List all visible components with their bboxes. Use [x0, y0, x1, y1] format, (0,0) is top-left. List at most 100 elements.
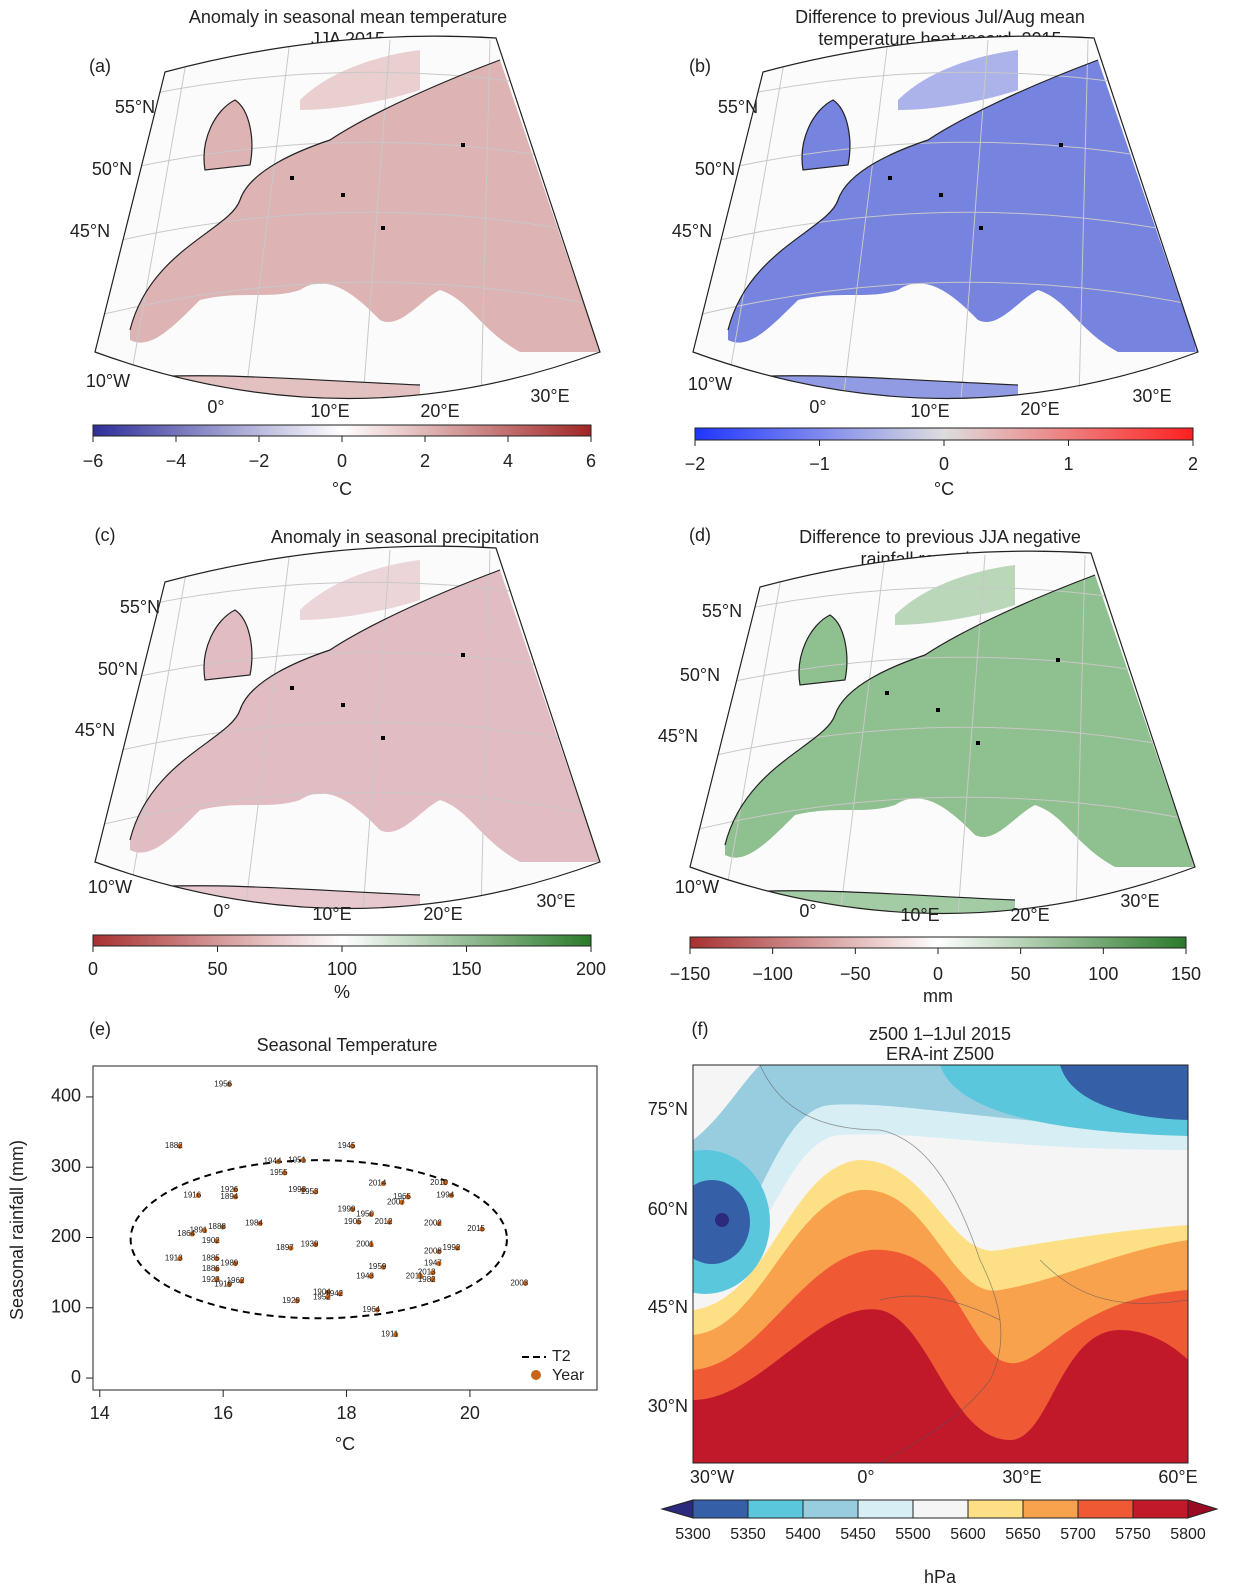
meridian [954, 554, 986, 914]
legend-swatch [531, 1370, 541, 1380]
lat-label: 55°N [120, 597, 160, 617]
land-area [130, 570, 600, 862]
map-frame [94, 545, 601, 910]
station [461, 143, 465, 147]
x-tick-label: 16 [213, 1403, 233, 1423]
colorbar-extend [660, 1499, 694, 1519]
point [436, 1220, 442, 1227]
point [232, 1194, 238, 1200]
meridian [837, 39, 889, 399]
point [337, 1291, 343, 1297]
colorbar-tick-label: −2 [249, 451, 270, 471]
point-label: 2015 [467, 1224, 485, 1233]
lon-label: 30°E [1002, 1467, 1041, 1487]
meridian [834, 554, 886, 914]
point-label: 2011 [406, 1271, 424, 1280]
station [290, 686, 294, 690]
lat-label: 60°N [648, 1199, 688, 1219]
colorbar-label: hPa [924, 1567, 957, 1587]
point [393, 1331, 399, 1338]
y-axis-label: Seasonal rainfall (mm) [7, 1140, 27, 1320]
colorbar-tick-label: 5800 [1170, 1526, 1206, 1543]
point-label: 1959 [368, 1262, 386, 1271]
point [214, 1255, 220, 1262]
colorbar-tick-label: −150 [670, 964, 711, 984]
point-label: 1894 [220, 1192, 238, 1201]
point [522, 1280, 528, 1286]
chart-title: Anomaly in seasonal precipitation [271, 527, 539, 547]
lon-label: 10°E [310, 401, 349, 421]
map [94, 35, 601, 400]
lon-label: 60°E [1158, 1467, 1197, 1487]
point [349, 1143, 356, 1149]
panel-label: (e) [89, 1019, 111, 1039]
colorbar-tick-label: −100 [752, 964, 793, 984]
point-label: 1965 [393, 1192, 411, 1201]
colorbar-label: °C [332, 479, 352, 499]
lat-label: 45°N [672, 221, 712, 241]
x-axis-label: °C [335, 1434, 355, 1454]
point-label: 1989 [220, 1259, 238, 1268]
land-scandinavia [898, 50, 1018, 110]
point-label: 1951 [288, 1155, 306, 1164]
lon-label: 10°W [688, 374, 732, 394]
y-tick-label: 200 [51, 1226, 81, 1246]
point-label: 1964 [362, 1305, 380, 1314]
point-label: 2002 [424, 1219, 442, 1228]
lon-label: 20°E [1010, 905, 1049, 925]
point-label: 1993 [288, 1185, 306, 1194]
lon-label: 30°E [530, 386, 569, 406]
land-area [728, 60, 1198, 352]
lon-label: 10°E [312, 904, 351, 924]
parallel [690, 796, 1195, 836]
lat-label: 75°N [648, 1099, 688, 1119]
meridian [1077, 39, 1089, 399]
point-label: 1885 [202, 1254, 220, 1263]
colorbar-tick-label: 5700 [1060, 1526, 1096, 1543]
colorbar-box [1022, 1499, 1079, 1519]
colorbar-tick-label: 0 [88, 959, 98, 979]
colorbar-tick-label: 150 [451, 959, 481, 979]
colorbar-tick-label: 5300 [675, 1526, 711, 1543]
y-tick-label: 300 [51, 1156, 81, 1176]
lon-label: 10°E [910, 401, 949, 421]
point-label: 1950 [356, 1209, 374, 1218]
map-frame [692, 35, 1199, 400]
point-label: 1923 [202, 1275, 220, 1284]
chart-title: z500 1–1Jul 2015 [869, 1024, 1011, 1044]
point-label: 1992 [443, 1243, 461, 1252]
panel-label: (c) [95, 525, 116, 545]
point-label: 1926 [220, 1185, 238, 1194]
map-frame [94, 35, 601, 400]
colorbar-tick-label: 5650 [1005, 1526, 1041, 1543]
lon-label: 20°E [423, 904, 462, 924]
point [325, 1294, 331, 1300]
point [356, 1219, 362, 1225]
station [1056, 658, 1060, 662]
colorbar-box [912, 1499, 969, 1519]
station [341, 193, 345, 197]
colorbar-tick-label: 100 [327, 959, 357, 979]
meridian [957, 39, 989, 399]
chart-title: Difference to previous JJA negative [799, 527, 1081, 547]
point [368, 1273, 374, 1279]
meridian [239, 549, 291, 909]
lon-label: 0° [809, 397, 826, 417]
point-label: 2008 [424, 1247, 442, 1256]
point [195, 1192, 201, 1198]
chart-title: Seasonal Temperature [257, 1035, 438, 1055]
colorbar-tick-label: 5400 [785, 1526, 821, 1543]
band [1060, 1065, 1188, 1120]
point-label: 1955 [270, 1168, 288, 1177]
station [888, 176, 892, 180]
plot-frame [692, 1064, 1189, 1464]
point [201, 1227, 208, 1234]
point [282, 1170, 288, 1176]
colorbar-box [747, 1499, 804, 1519]
point [312, 1189, 319, 1195]
point-label: 1919 [214, 1280, 232, 1289]
point [442, 1180, 448, 1186]
point-label: 1953 [301, 1187, 319, 1196]
lon-label: 10°W [86, 371, 130, 391]
